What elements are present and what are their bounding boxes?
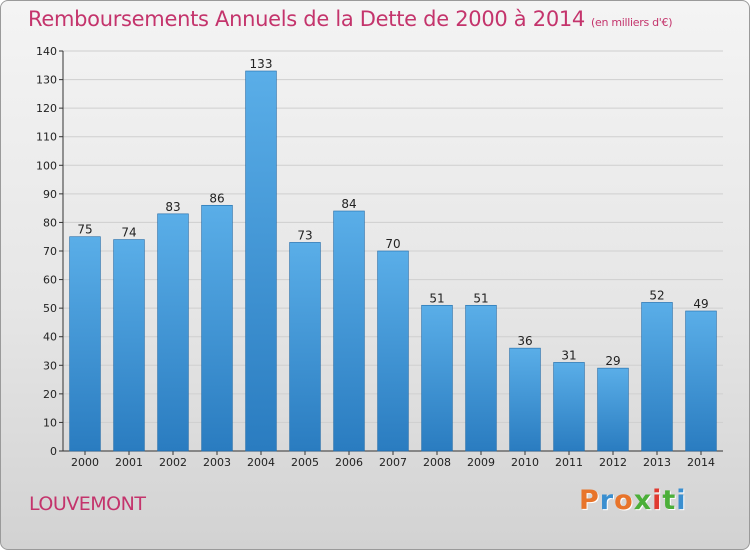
x-tick-label-2005: 2005 bbox=[291, 456, 319, 469]
bar-2005 bbox=[289, 242, 321, 452]
value-label-2000: 75 bbox=[77, 223, 92, 237]
value-label-2002: 83 bbox=[165, 200, 180, 214]
brand-letter: r bbox=[599, 485, 615, 516]
y-tick-label: 80 bbox=[43, 216, 57, 229]
bar-2004 bbox=[245, 70, 277, 452]
bar-2003 bbox=[201, 204, 233, 452]
x-tick-label-2009: 2009 bbox=[467, 456, 495, 469]
brand-letter: t bbox=[662, 485, 677, 516]
chart-title-text: Remboursements Annuels de la Dette de 20… bbox=[28, 7, 585, 31]
y-tick-labels: 0 10 20 30 40 50 60 70 80 90 100 110 120 130 140 bbox=[36, 45, 57, 458]
x-tick-labels: 2000 2001 2002 2003 2004 2005 2006 2007 2008 2009… bbox=[71, 456, 715, 469]
commune-name: LOUVEMONT bbox=[29, 493, 146, 515]
value-label-2012: 29 bbox=[605, 354, 620, 368]
value-label-2007: 70 bbox=[385, 237, 400, 251]
bar-2006 bbox=[333, 210, 365, 452]
bar-2013 bbox=[641, 302, 673, 452]
value-labels: 75 74 83 86 133 73 84 70 51 51 36 31 29 52 49 bbox=[77, 57, 708, 368]
brand-letter: o bbox=[614, 485, 634, 516]
y-tick-label: 50 bbox=[43, 302, 57, 315]
value-label-2001: 74 bbox=[121, 226, 136, 240]
bar-2012 bbox=[597, 367, 629, 452]
x-tick-label-2010: 2010 bbox=[511, 456, 539, 469]
value-label-2011: 31 bbox=[561, 348, 576, 362]
y-tick-label: 100 bbox=[36, 159, 57, 172]
bar-2014 bbox=[685, 310, 717, 452]
value-label-2005: 73 bbox=[297, 228, 312, 242]
x-tick-label-2007: 2007 bbox=[379, 456, 407, 469]
bar-2007 bbox=[377, 250, 409, 452]
proxiti-logo[interactable]: Proxiti bbox=[579, 485, 687, 516]
y-tick-label: 20 bbox=[43, 388, 57, 401]
bar-2009 bbox=[465, 304, 497, 452]
bar-2002 bbox=[157, 213, 189, 452]
value-label-2014: 49 bbox=[693, 297, 708, 311]
value-label-2008: 51 bbox=[429, 291, 444, 305]
chart-title: Remboursements Annuels de la Dette de 20… bbox=[28, 7, 672, 31]
y-tick-label: 40 bbox=[43, 331, 57, 344]
value-label-2013: 52 bbox=[649, 288, 664, 302]
x-tick-label-2011: 2011 bbox=[555, 456, 583, 469]
y-tick-label: 0 bbox=[50, 445, 57, 458]
y-tick-label: 110 bbox=[36, 131, 57, 144]
x-tick-label-2004: 2004 bbox=[247, 456, 275, 469]
brand-letter: i bbox=[652, 485, 663, 516]
value-label-2009: 51 bbox=[473, 291, 488, 305]
bar-2001 bbox=[113, 239, 145, 452]
y-tick-label: 120 bbox=[36, 102, 57, 115]
y-tick-label: 90 bbox=[43, 188, 57, 201]
x-tick-label-2003: 2003 bbox=[203, 456, 231, 469]
y-tick-label: 70 bbox=[43, 245, 57, 258]
value-label-2003: 86 bbox=[209, 191, 224, 205]
x-tick-label-2001: 2001 bbox=[115, 456, 143, 469]
x-tick-label-2014: 2014 bbox=[687, 456, 715, 469]
y-tick-label: 60 bbox=[43, 274, 57, 287]
bar-2000 bbox=[69, 236, 101, 452]
value-label-2004: 133 bbox=[250, 57, 273, 71]
brand-letter: P bbox=[579, 485, 600, 516]
x-tick-label-2013: 2013 bbox=[643, 456, 671, 469]
x-tick-label-2012: 2012 bbox=[599, 456, 627, 469]
brand-letter: i bbox=[676, 485, 687, 516]
bar-2008 bbox=[421, 304, 453, 452]
value-label-2006: 84 bbox=[341, 197, 356, 211]
y-tick-label: 30 bbox=[43, 359, 57, 372]
x-tick-label-2006: 2006 bbox=[335, 456, 363, 469]
bar-2011 bbox=[553, 362, 585, 452]
y-tick-label: 10 bbox=[43, 416, 57, 429]
y-tick-label: 130 bbox=[36, 74, 57, 87]
bar-2010 bbox=[509, 347, 541, 452]
x-tick-label-2008: 2008 bbox=[423, 456, 451, 469]
brand-letter: x bbox=[633, 485, 653, 516]
x-tick-label-2000: 2000 bbox=[71, 456, 99, 469]
bars bbox=[69, 70, 717, 452]
value-label-2010: 36 bbox=[517, 334, 532, 348]
x-tick-label-2002: 2002 bbox=[159, 456, 187, 469]
chart-subtitle: (en milliers d'€) bbox=[591, 16, 673, 29]
y-tick-label: 140 bbox=[36, 45, 57, 58]
